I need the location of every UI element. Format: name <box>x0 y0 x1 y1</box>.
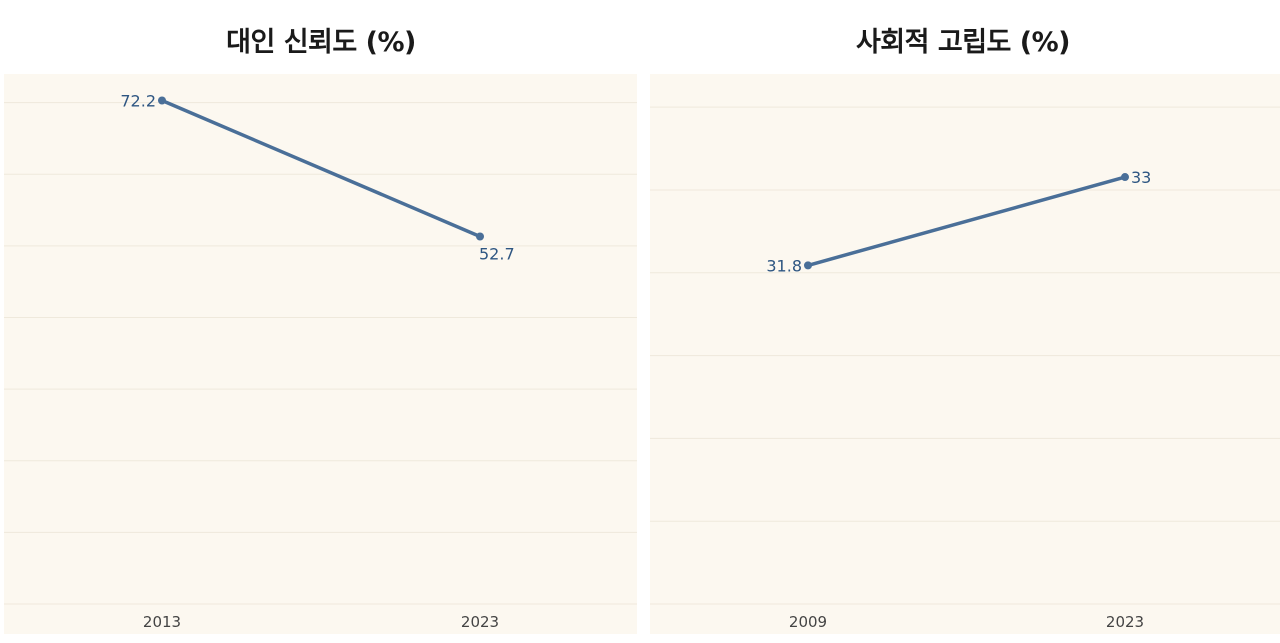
chart-title: 사회적 고립도 (%) <box>855 27 1071 58</box>
x-tick-label: 2023 <box>1106 613 1144 631</box>
chart-panel-social-isolation: 31.8 2009 33 2023 사회적 고립도 (%) <box>646 0 1280 643</box>
series-line <box>160 98 482 239</box>
data-point <box>158 96 166 105</box>
data-point <box>804 261 812 270</box>
chart-plot-social-isolation: 31.8 2009 33 2023 <box>650 74 1280 634</box>
x-tick-label: 2023 <box>461 613 499 631</box>
data-label: 52.7 <box>479 244 515 263</box>
data-point <box>1121 173 1129 182</box>
series-line <box>806 175 1127 268</box>
data-point <box>476 232 484 241</box>
plot-background <box>4 74 637 634</box>
x-tick-label: 2013 <box>143 613 181 631</box>
data-label: 33 <box>1131 168 1151 187</box>
chart-panel-interpersonal-trust: 72.2 2013 52.7 2023 대인 신뢰도 (%) <box>4 27 637 634</box>
data-label: 72.2 <box>120 92 156 111</box>
data-label: 31.8 <box>766 256 802 275</box>
chart-title: 대인 신뢰도 (%) <box>226 27 416 58</box>
x-tick-label: 2009 <box>789 613 827 631</box>
chart-plot-interpersonal-trust: 72.2 2013 52.7 2023 <box>4 74 637 634</box>
plot-background <box>650 74 1280 634</box>
